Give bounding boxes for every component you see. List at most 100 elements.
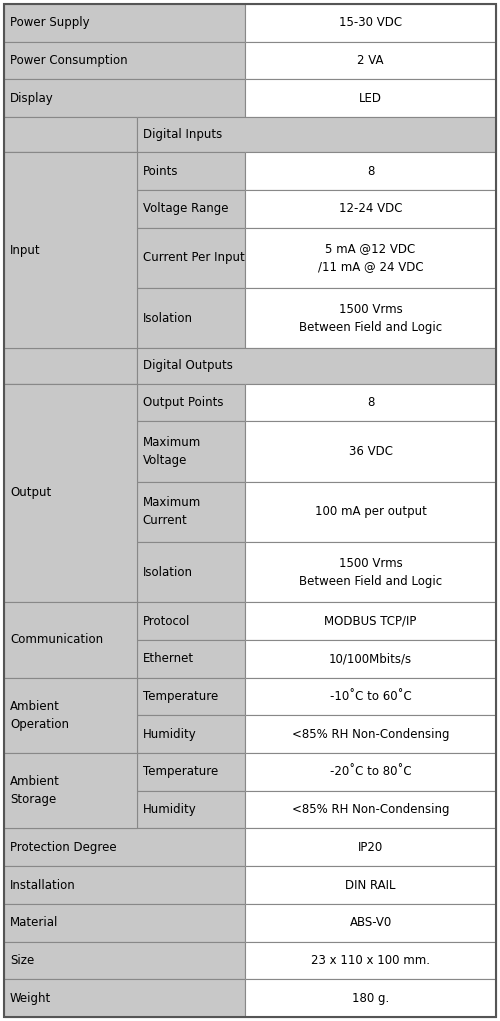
Text: Humidity: Humidity <box>143 728 197 740</box>
Text: <85% RH Non-Condensing: <85% RH Non-Condensing <box>292 728 450 740</box>
Bar <box>4 678 137 716</box>
Bar <box>245 602 496 640</box>
Bar <box>4 42 245 80</box>
Text: Ambient
Storage: Ambient Storage <box>10 775 60 807</box>
Bar <box>4 482 137 542</box>
Bar <box>4 828 245 866</box>
Bar <box>245 228 496 288</box>
Bar <box>245 384 496 422</box>
Bar <box>4 152 137 190</box>
Bar <box>245 979 496 1017</box>
Bar <box>245 542 496 602</box>
Bar <box>137 791 245 828</box>
Bar <box>245 979 496 1017</box>
Text: 1500 Vrms
Between Field and Logic: 1500 Vrms Between Field and Logic <box>299 556 442 587</box>
Bar <box>245 422 496 482</box>
Bar <box>4 228 137 288</box>
Bar <box>137 542 245 602</box>
Bar <box>137 791 245 828</box>
Text: Isolation: Isolation <box>143 311 193 325</box>
Bar <box>245 904 496 941</box>
Bar <box>245 753 496 791</box>
Bar <box>245 288 496 348</box>
Text: Protocol: Protocol <box>143 615 190 628</box>
Text: Maximum
Current: Maximum Current <box>143 496 201 527</box>
Bar <box>4 80 245 117</box>
Bar <box>137 288 245 348</box>
Text: Input: Input <box>10 244 40 257</box>
Bar <box>4 117 137 152</box>
Bar <box>245 288 496 348</box>
Text: IP20: IP20 <box>358 841 383 854</box>
Bar <box>4 228 137 288</box>
Text: <85% RH Non-Condensing: <85% RH Non-Condensing <box>292 804 450 816</box>
Bar <box>245 640 496 678</box>
Bar <box>4 979 245 1017</box>
Bar <box>137 348 496 384</box>
Text: Ethernet: Ethernet <box>143 652 194 666</box>
Bar <box>4 791 137 828</box>
Bar <box>245 941 496 979</box>
Text: 23 x 110 x 100 mm.: 23 x 110 x 100 mm. <box>311 954 430 967</box>
Bar <box>4 828 245 866</box>
Bar <box>245 80 496 117</box>
Bar <box>4 602 137 640</box>
Bar <box>245 152 496 190</box>
Text: Power Supply: Power Supply <box>10 16 90 30</box>
Bar <box>4 753 137 791</box>
Text: Ambient
Operation: Ambient Operation <box>10 699 69 731</box>
Bar <box>245 678 496 716</box>
Bar <box>245 42 496 80</box>
Bar <box>245 4 496 42</box>
Text: Output Points: Output Points <box>143 396 224 409</box>
Text: Protection Degree: Protection Degree <box>10 841 117 854</box>
Bar <box>245 190 496 228</box>
Bar <box>4 866 245 904</box>
Bar <box>4 678 137 753</box>
Bar <box>4 384 137 602</box>
Bar <box>4 422 137 482</box>
Bar <box>4 602 137 640</box>
Text: 5 mA @12 VDC
/11 mA @ 24 VDC: 5 mA @12 VDC /11 mA @ 24 VDC <box>318 242 424 274</box>
Bar <box>137 602 245 640</box>
Bar <box>137 348 496 384</box>
Text: 10/100Mbits/s: 10/100Mbits/s <box>329 652 412 666</box>
Bar <box>137 542 245 602</box>
Text: 1500 Vrms
Between Field and Logic: 1500 Vrms Between Field and Logic <box>299 302 442 334</box>
Bar <box>4 941 245 979</box>
Bar <box>4 941 245 979</box>
Bar <box>4 288 137 348</box>
Bar <box>245 384 496 422</box>
Bar <box>137 640 245 678</box>
Bar <box>137 152 245 190</box>
Bar <box>137 152 245 190</box>
Text: Humidity: Humidity <box>143 804 197 816</box>
Bar <box>245 640 496 678</box>
Bar <box>4 4 245 42</box>
Bar <box>4 542 137 602</box>
Text: Voltage Range: Voltage Range <box>143 202 228 215</box>
Bar <box>4 753 137 828</box>
Bar <box>245 941 496 979</box>
Bar <box>137 117 496 152</box>
Text: Digital Outputs: Digital Outputs <box>143 359 233 373</box>
Bar <box>4 866 245 904</box>
Text: Installation: Installation <box>10 878 76 891</box>
Text: DIN RAIL: DIN RAIL <box>346 878 396 891</box>
Text: Output: Output <box>10 486 51 499</box>
Text: 180 g.: 180 g. <box>352 991 389 1005</box>
Bar <box>137 228 245 288</box>
Text: 2 VA: 2 VA <box>358 54 384 67</box>
Bar <box>137 190 245 228</box>
Bar <box>137 482 245 542</box>
Bar <box>4 384 137 422</box>
Text: Points: Points <box>143 164 178 178</box>
Bar <box>137 602 245 640</box>
Text: Isolation: Isolation <box>143 566 193 579</box>
Bar <box>137 640 245 678</box>
Bar <box>4 80 245 117</box>
Text: Temperature: Temperature <box>143 766 218 778</box>
Text: Material: Material <box>10 916 58 929</box>
Bar <box>137 117 496 152</box>
Bar <box>245 4 496 42</box>
